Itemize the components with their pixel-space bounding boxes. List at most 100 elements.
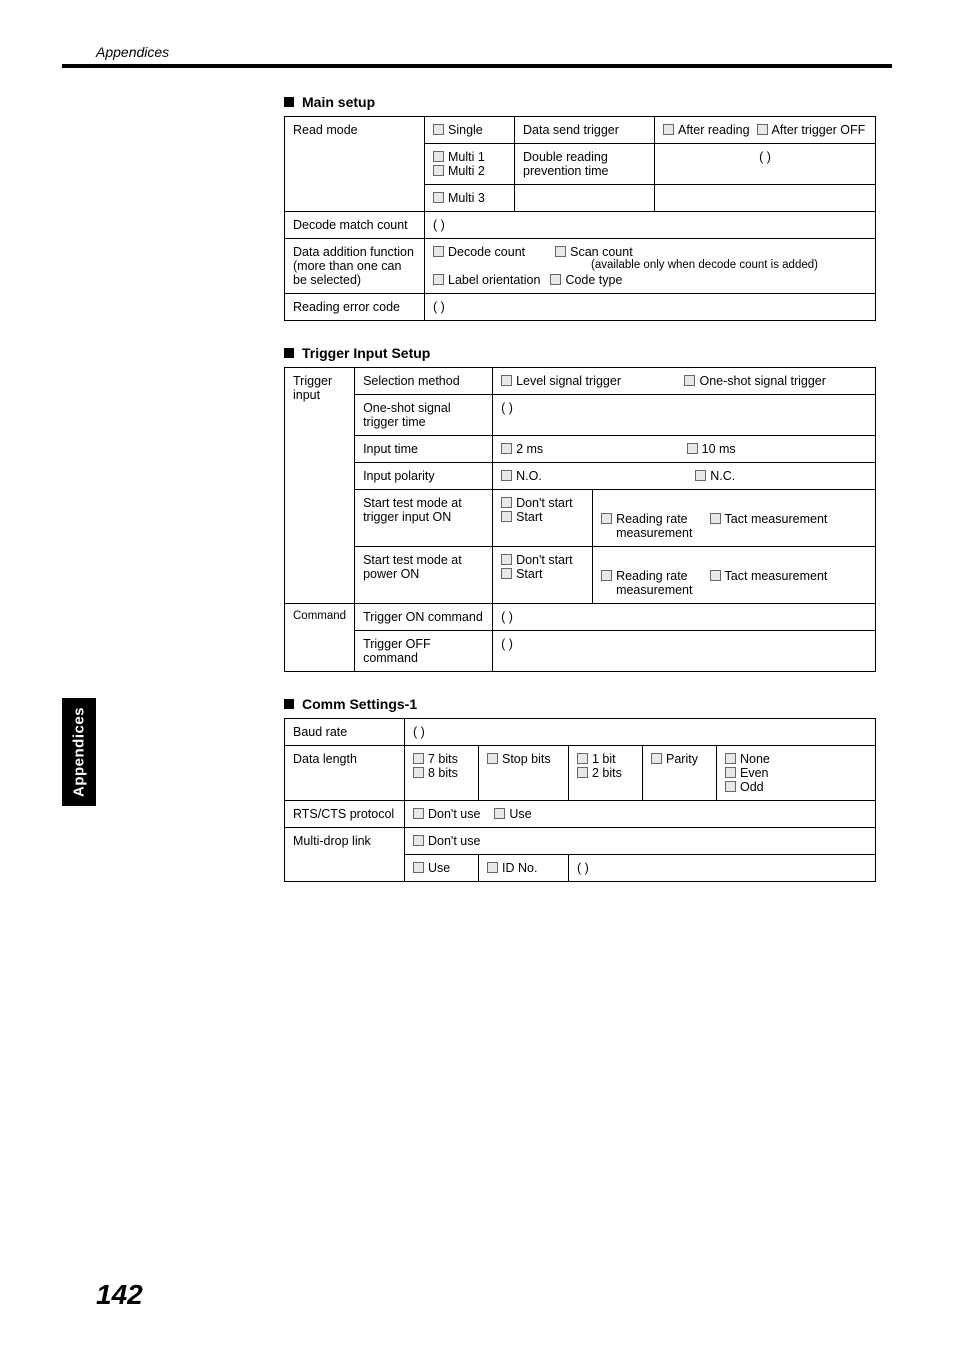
cell: ( ) [425,212,876,239]
checkbox-icon[interactable] [501,554,512,565]
bullet-icon [284,348,294,358]
comm-table: Baud rate ( ) Data length 7 bits 8 bits … [284,718,876,882]
content-area: Main setup Read mode Single Data send tr… [284,88,876,882]
main-setup-table: Read mode Single Data send trigger After… [284,116,876,321]
checkbox-icon[interactable] [413,835,424,846]
checkbox-icon[interactable] [433,165,444,176]
cell: N.O. N.C. [493,463,876,490]
opt-2ms: 2 ms [516,442,543,456]
checkbox-icon[interactable] [663,124,674,135]
checkbox-icon[interactable] [577,753,588,764]
command-label: Command [285,604,355,672]
cell: Don't start Start [493,547,593,604]
checkbox-icon[interactable] [550,274,561,285]
cell: 2 ms 10 ms [493,436,876,463]
checkbox-icon[interactable] [757,124,768,135]
checkbox-icon[interactable] [725,753,736,764]
checkbox-icon[interactable] [601,570,612,581]
checkbox-icon[interactable] [413,808,424,819]
opt-1bit: 1 bit [592,752,616,766]
input-time-label: Input time [355,436,493,463]
checkbox-icon[interactable] [601,513,612,524]
checkbox-icon[interactable] [433,192,444,203]
checkbox-icon[interactable] [413,862,424,873]
checkbox-icon[interactable] [501,375,512,386]
checkbox-icon[interactable] [433,246,444,257]
header-rule [62,64,892,68]
checkbox-icon[interactable] [651,753,662,764]
opt-stop-bits: Stop bits [502,752,551,766]
opt-nc: N.C. [710,469,735,483]
cell: ( ) [493,395,876,436]
opt-one-shot: One-shot signal trigger [699,374,825,388]
opt-tact: Tact measurement [725,512,828,526]
cell: Multi 3 [425,185,515,212]
opt-label-orientation: Label orientation [448,273,540,287]
checkbox-icon[interactable] [501,497,512,508]
opt-idno: ID No. [502,861,537,875]
checkbox-icon[interactable] [501,470,512,481]
opt-reading-rate: Reading rate measurement [616,512,706,540]
cell: Data send trigger [515,117,655,144]
cell: ( ) [655,144,876,185]
opt-dont-use2: Don't use [428,834,480,848]
opt-odd: Odd [740,780,764,794]
checkbox-icon[interactable] [501,568,512,579]
opt-even: Even [740,766,769,780]
scan-note: (available only when decode count is add… [591,259,867,271]
cell: ID No. [479,855,569,882]
checkbox-icon[interactable] [577,767,588,778]
opt-10ms: 10 ms [702,442,736,456]
checkbox-icon[interactable] [725,781,736,792]
opt-8bits: 8 bits [428,766,458,780]
checkbox-icon[interactable] [501,443,512,454]
checkbox-icon[interactable] [433,151,444,162]
cell: Don't use [405,828,876,855]
checkbox-icon[interactable] [494,808,505,819]
checkbox-icon[interactable] [684,375,695,386]
section-trigger: Trigger Input Setup [284,345,876,361]
cell: Stop bits [479,746,569,801]
cell: Parity [643,746,717,801]
start-power-label: Start test mode at power ON [355,547,493,604]
checkbox-icon[interactable] [695,470,706,481]
opt-use2: Use [428,861,450,875]
checkbox-icon[interactable] [710,513,721,524]
checkbox-icon[interactable] [687,443,698,454]
opt-level-signal: Level signal trigger [516,374,621,388]
read-mode-label: Read mode [285,117,425,212]
opt-7bits: 7 bits [428,752,458,766]
opt-no: N.O. [516,469,542,483]
cell: After reading After trigger OFF [655,117,876,144]
checkbox-icon[interactable] [433,124,444,135]
checkbox-icon[interactable] [555,246,566,257]
bullet-icon [284,699,294,709]
cell: Don't start Start [493,490,593,547]
checkbox-icon[interactable] [710,570,721,581]
section-title: Comm Settings-1 [302,696,417,712]
opt-single: Single [448,123,483,137]
opt-after-trigger-off: After trigger OFF [772,123,866,137]
checkbox-icon[interactable] [501,511,512,522]
checkbox-icon[interactable] [725,767,736,778]
opt-code-type: Code type [565,273,622,287]
checkbox-icon[interactable] [487,862,498,873]
opt-dont-start2: Don't start [516,553,573,567]
opt-use: Use [509,807,531,821]
cell: Double reading prevention time [515,144,655,185]
opt-start2: Start [516,567,542,581]
checkbox-icon[interactable] [433,274,444,285]
checkbox-icon[interactable] [413,753,424,764]
trig-on-label: Trigger ON command [355,604,493,631]
cell: Reading rate measurement Tact measuremen… [593,547,876,604]
cell: ( ) [493,604,876,631]
opt-dont-use: Don't use [428,807,480,821]
checkbox-icon[interactable] [413,767,424,778]
checkbox-icon[interactable] [487,753,498,764]
opt-after-reading: After reading [678,123,750,137]
opt-start: Start [516,510,542,524]
cell: Use [405,855,479,882]
cell: ( ) [425,294,876,321]
opt-multi1: Multi 1 [448,150,485,164]
cell: Reading rate measurement Tact measuremen… [593,490,876,547]
